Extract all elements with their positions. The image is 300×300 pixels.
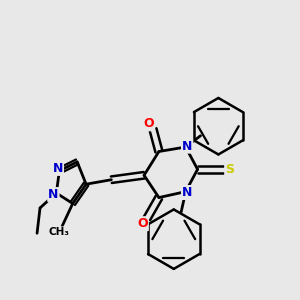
- Text: N: N: [53, 162, 63, 175]
- Text: O: O: [137, 217, 148, 230]
- Text: S: S: [225, 163, 234, 176]
- Text: CH₃: CH₃: [49, 227, 70, 237]
- Text: O: O: [143, 117, 154, 130]
- Text: N: N: [182, 186, 192, 199]
- Text: N: N: [48, 188, 59, 201]
- Text: N: N: [182, 140, 192, 153]
